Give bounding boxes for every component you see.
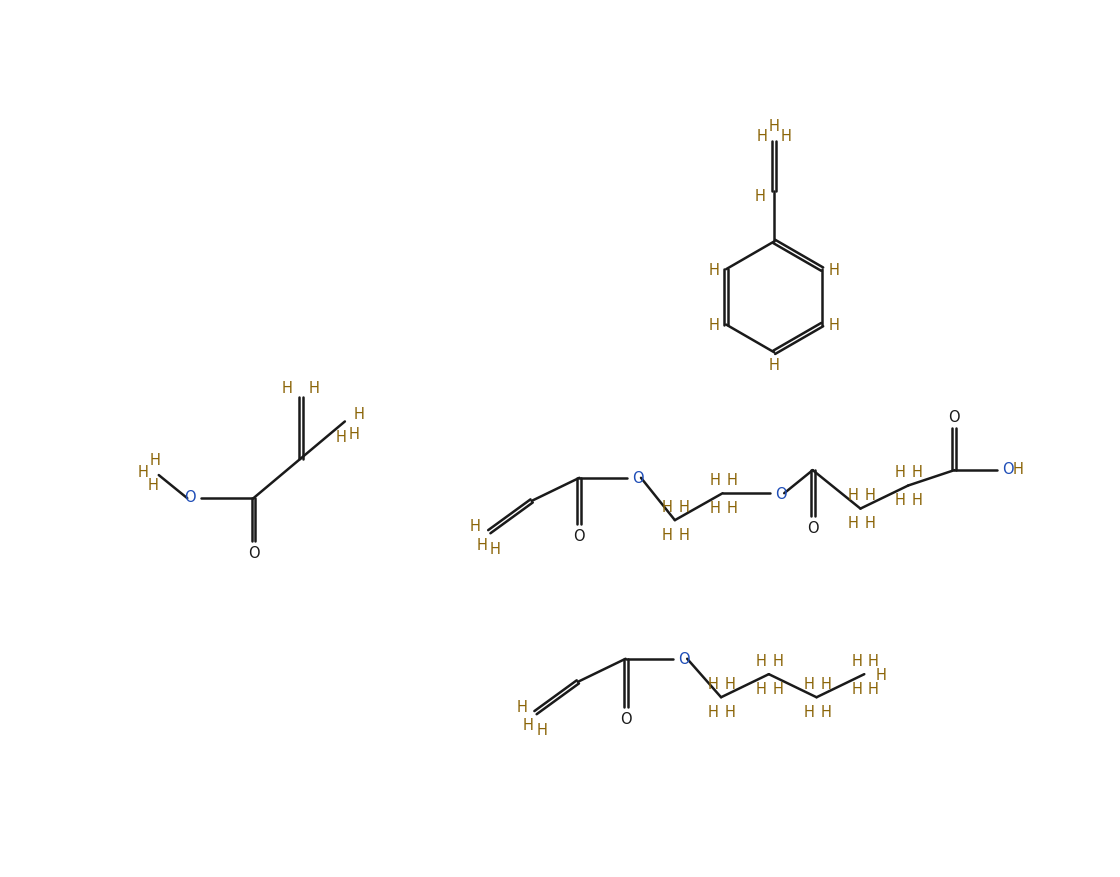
Text: H: H	[491, 541, 501, 557]
Text: O: O	[573, 529, 586, 544]
Text: H: H	[829, 262, 840, 277]
Text: H: H	[912, 465, 923, 480]
Text: H: H	[865, 516, 875, 531]
Text: H: H	[756, 129, 767, 144]
Text: O: O	[949, 410, 960, 424]
Text: H: H	[851, 681, 862, 695]
Text: H: H	[803, 704, 814, 719]
Text: H: H	[868, 653, 879, 668]
Text: H: H	[470, 518, 480, 533]
Text: H: H	[138, 464, 149, 479]
Text: H: H	[725, 704, 736, 719]
Text: H: H	[912, 492, 923, 507]
Text: H: H	[768, 119, 780, 134]
Text: H: H	[662, 499, 673, 514]
Text: O: O	[248, 545, 259, 560]
Text: H: H	[662, 527, 673, 542]
Text: H: H	[727, 473, 737, 488]
Text: H: H	[773, 681, 784, 695]
Text: H: H	[149, 453, 160, 467]
Text: H: H	[829, 317, 840, 332]
Text: H: H	[536, 723, 547, 738]
Text: H: H	[848, 516, 858, 531]
Text: H: H	[522, 717, 533, 732]
Text: H: H	[868, 681, 879, 695]
Text: O: O	[185, 489, 196, 504]
Text: H: H	[679, 499, 690, 514]
Text: O: O	[619, 710, 632, 726]
Text: H: H	[865, 488, 875, 503]
Text: H: H	[773, 653, 784, 668]
Text: H: H	[147, 477, 158, 492]
Text: H: H	[709, 317, 719, 332]
Text: O: O	[632, 471, 644, 486]
Text: H: H	[709, 500, 720, 515]
Text: H: H	[516, 699, 528, 714]
Text: H: H	[709, 262, 719, 277]
Text: H: H	[708, 704, 719, 719]
Text: H: H	[336, 430, 346, 445]
Text: H: H	[851, 653, 862, 668]
Text: H: H	[679, 527, 690, 542]
Text: H: H	[353, 407, 364, 422]
Text: H: H	[768, 358, 780, 373]
Text: O: O	[806, 521, 819, 536]
Text: H: H	[756, 681, 766, 695]
Text: H: H	[708, 676, 719, 691]
Text: H: H	[1012, 461, 1024, 476]
Text: O: O	[775, 486, 787, 501]
Text: H: H	[727, 500, 737, 515]
Text: H: H	[820, 676, 831, 691]
Text: H: H	[820, 704, 831, 719]
Text: H: H	[755, 189, 766, 203]
Text: H: H	[348, 427, 360, 442]
Text: O: O	[1001, 461, 1014, 476]
Text: H: H	[476, 537, 487, 552]
Text: H: H	[803, 676, 814, 691]
Text: O: O	[679, 652, 690, 667]
Text: H: H	[895, 465, 906, 480]
Text: H: H	[309, 381, 320, 396]
Text: H: H	[281, 381, 292, 396]
Text: H: H	[756, 653, 766, 668]
Text: H: H	[848, 488, 858, 503]
Text: H: H	[709, 473, 720, 488]
Text: H: H	[781, 129, 792, 144]
Text: H: H	[876, 667, 887, 682]
Text: H: H	[725, 676, 736, 691]
Text: H: H	[895, 492, 906, 507]
